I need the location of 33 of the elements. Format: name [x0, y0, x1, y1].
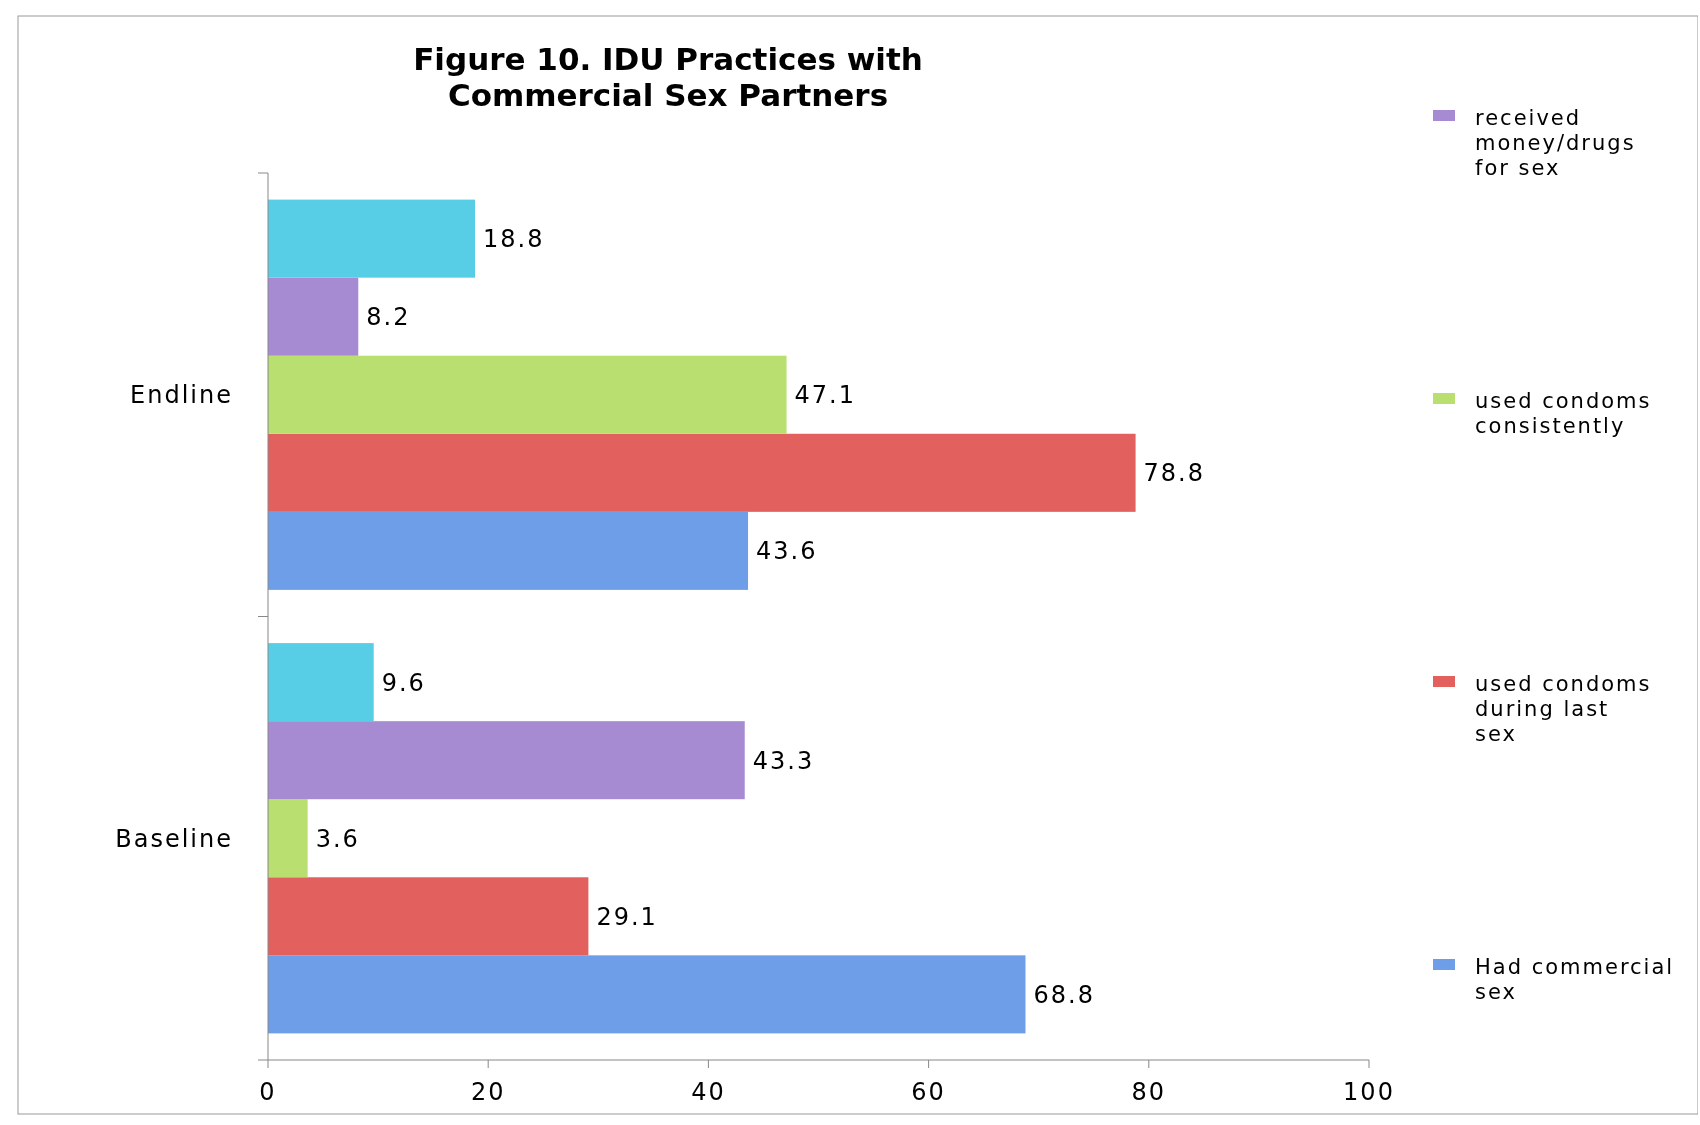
x-tick-label: 0: [259, 1078, 277, 1106]
y-tick-label: Baseline: [115, 824, 233, 853]
bar: [268, 721, 745, 800]
y-tick-label: Endline: [130, 381, 233, 410]
data-label: 43.3: [752, 746, 815, 775]
data-label: 8.2: [366, 303, 411, 332]
x-tick-label: 100: [1343, 1078, 1395, 1106]
bar: [268, 277, 359, 356]
legend-label: received money/drugs for sex: [1475, 106, 1636, 181]
x-tick-label: 60: [911, 1078, 946, 1106]
legend-label: used condoms during last sex: [1475, 672, 1652, 747]
data-label: 18.8: [482, 225, 545, 254]
data-label: 78.8: [1143, 459, 1206, 488]
x-tick-label: 80: [1131, 1078, 1167, 1106]
x-tick-label: 20: [470, 1078, 506, 1106]
bar: [268, 799, 308, 878]
bar: [268, 643, 374, 722]
data-label: 9.6: [381, 668, 426, 697]
bar: [268, 433, 1136, 512]
data-label: 68.8: [1033, 980, 1095, 1009]
data-label: 29.1: [596, 902, 658, 931]
data-label: 47.1: [794, 381, 857, 410]
bar: [268, 355, 787, 434]
x-tick-label: 40: [691, 1078, 726, 1106]
data-label: 3.6: [315, 824, 360, 853]
legend-label: Had commercial sex: [1475, 955, 1675, 1005]
bar: [268, 955, 1026, 1034]
chart-title: Figure 10. IDU Practices with Commercial Sex Partners: [413, 41, 923, 113]
data-label: 43.6: [756, 537, 818, 566]
bar: [268, 877, 589, 956]
bar: [268, 511, 749, 590]
legend-label: used condoms consistently: [1475, 389, 1652, 439]
bar: [268, 199, 475, 278]
